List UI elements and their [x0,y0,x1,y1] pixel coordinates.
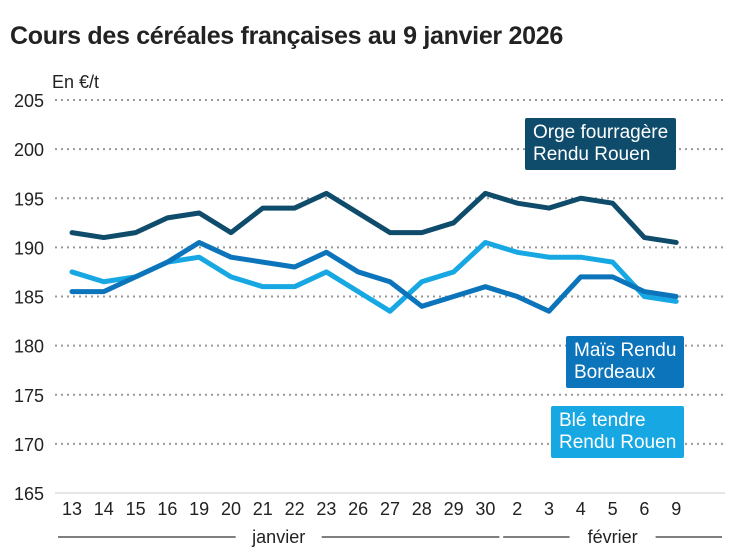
x-tick-label: 13 [62,499,82,519]
x-tick-label: 21 [253,499,273,519]
x-tick-label: 5 [608,499,618,519]
month-label: janvier [251,527,305,547]
x-tick-label: 20 [221,499,241,519]
y-tick-label: 180 [14,337,44,357]
x-tick-label: 23 [316,499,336,519]
y-tick-label: 170 [14,435,44,455]
series-label-mais: Maïs Rendu Bordeaux [566,336,685,388]
x-tick-label: 15 [126,499,146,519]
x-tick-label: 9 [671,499,681,519]
x-tick-label: 26 [348,499,368,519]
x-tick-label: 6 [639,499,649,519]
y-tick-label: 200 [14,140,44,160]
x-tick-label: 4 [576,499,586,519]
label-line: Blé tendre [559,410,646,431]
series-label-ble: Blé tendre Rendu Rouen [551,406,685,458]
series-label-orge: Orge fourragère Rendu Rouen [525,118,677,170]
y-tick-label: 185 [14,288,44,308]
month-label: février [588,527,638,547]
x-tick-label: 14 [94,499,114,519]
x-tick-label: 30 [475,499,495,519]
label-line: Rendu Rouen [533,144,651,165]
chart-title: Cours des céréales françaises au 9 janvi… [10,22,563,50]
label-line: Maïs Rendu [574,340,677,361]
y-tick-label: 205 [14,91,44,111]
x-tick-label: 28 [412,499,432,519]
x-tick-label: 3 [544,499,554,519]
x-tick-label: 19 [189,499,209,519]
y-tick-label: 165 [14,484,44,504]
y-axis-label: En €/t [52,72,100,92]
y-tick-label: 175 [14,386,44,406]
x-tick-label: 27 [380,499,400,519]
x-tick-label: 29 [444,499,464,519]
label-line: Rendu Rouen [559,432,677,453]
label-line: Bordeaux [574,362,656,383]
x-tick-label: 22 [285,499,305,519]
y-tick-label: 195 [14,189,44,209]
y-tick-label: 190 [14,238,44,258]
label-line: Orge fourragère [533,122,669,143]
x-tick-label: 2 [512,499,522,519]
series-line [69,239,679,314]
x-tick-label: 16 [157,499,177,519]
series-line [69,190,679,245]
